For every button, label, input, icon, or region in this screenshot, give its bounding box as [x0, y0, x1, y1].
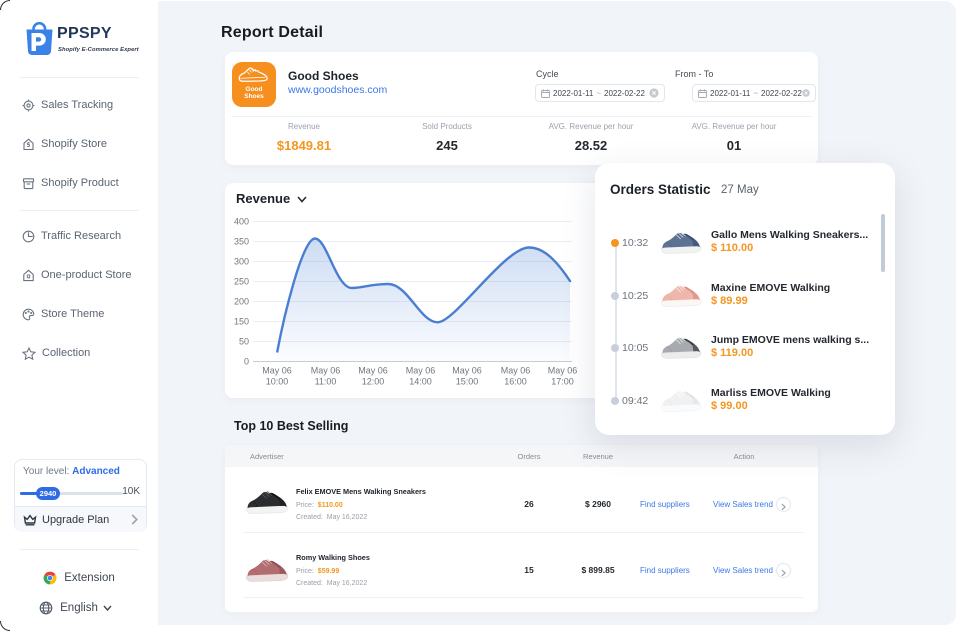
svg-text:17:00: 17:00 [551, 377, 574, 387]
svg-text:May 06: May 06 [262, 366, 292, 376]
svg-text:May 06: May 06 [548, 366, 578, 376]
svg-text:May 06: May 06 [406, 366, 436, 376]
svg-text:300: 300 [234, 257, 249, 267]
svg-text:150: 150 [234, 317, 249, 327]
svg-text:400: 400 [234, 217, 249, 227]
svg-text:15:00: 15:00 [456, 377, 479, 387]
svg-text:May 06: May 06 [358, 366, 388, 376]
svg-text:16:00: 16:00 [504, 377, 527, 387]
svg-text:May 06: May 06 [452, 366, 482, 376]
svg-text:12:00: 12:00 [362, 377, 385, 387]
svg-text:50: 50 [239, 337, 249, 347]
svg-text:May 06: May 06 [311, 366, 341, 376]
svg-text:May 06: May 06 [501, 366, 531, 376]
svg-text:11:00: 11:00 [315, 377, 337, 387]
svg-text:350: 350 [234, 237, 249, 247]
svg-text:250: 250 [234, 277, 249, 287]
svg-text:10:00: 10:00 [266, 377, 289, 387]
svg-text:200: 200 [234, 297, 249, 307]
svg-text:14:00: 14:00 [409, 377, 432, 387]
svg-text:0: 0 [244, 357, 249, 367]
